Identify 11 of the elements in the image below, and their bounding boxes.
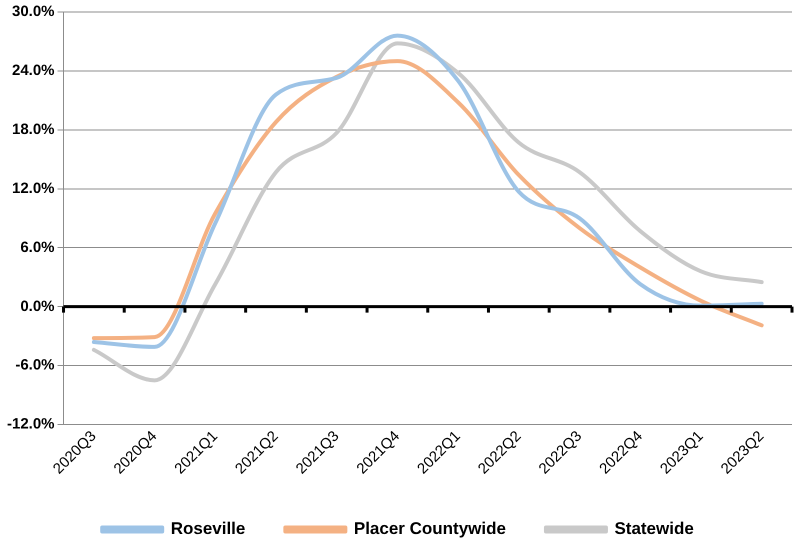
y-tick-label: 0.0%	[20, 298, 55, 315]
y-tick-label: 12.0%	[12, 180, 55, 197]
y-tick-label: 30.0%	[12, 3, 55, 20]
y-tick-label: -12.0%	[6, 416, 55, 433]
legend-label: Placer Countywide	[354, 519, 506, 538]
y-tick-label: -6.0%	[15, 356, 55, 374]
y-tick-label: 6.0%	[20, 238, 55, 256]
legend-label: Roseville	[170, 519, 246, 538]
legend-label: Statewide	[614, 519, 694, 538]
y-tick-label: 18.0%	[12, 121, 55, 138]
y-tick-label: 24.0%	[12, 62, 55, 80]
